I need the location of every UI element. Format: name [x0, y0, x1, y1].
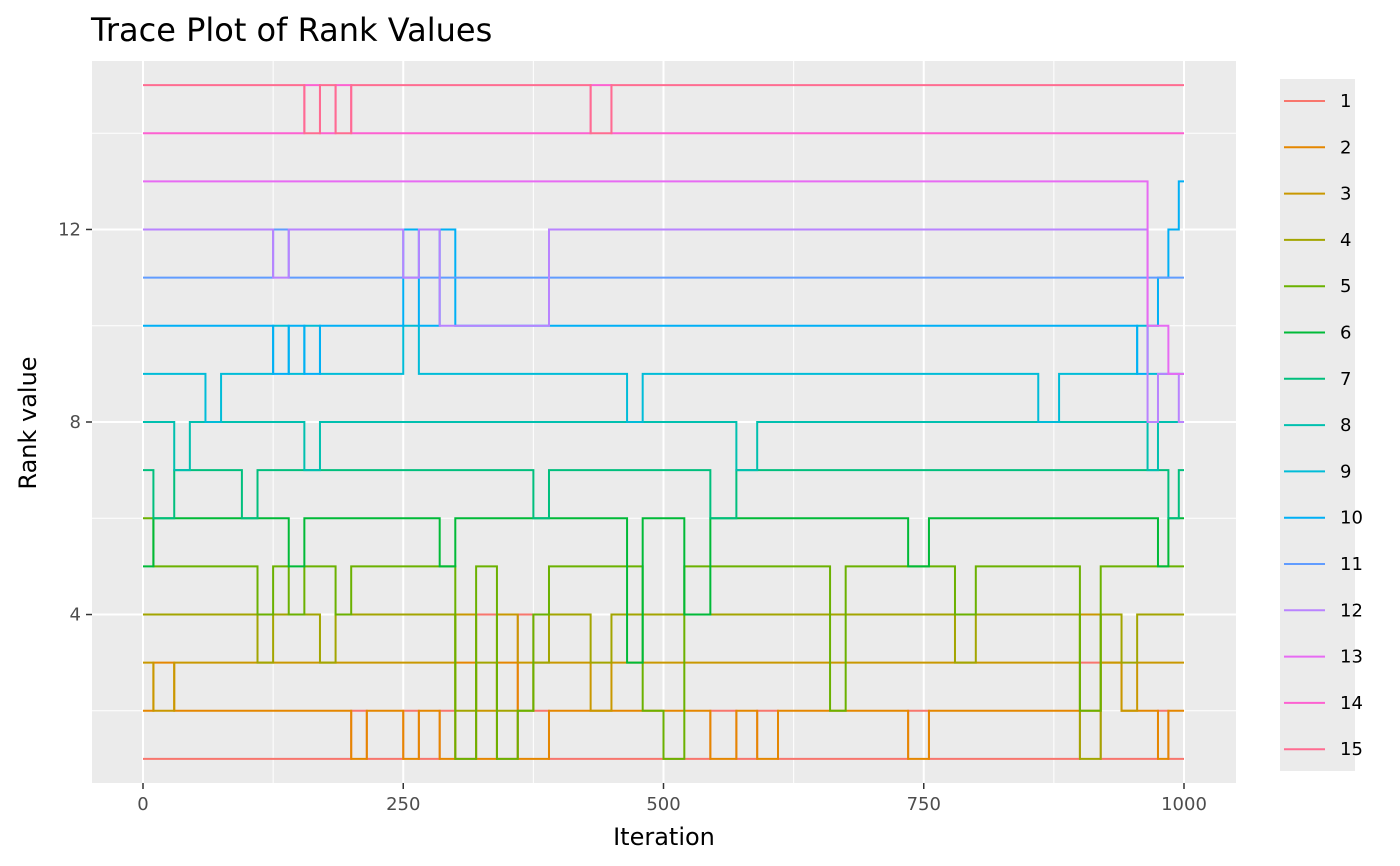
legend-label-10: 10 [1340, 508, 1363, 529]
legend-label-15: 15 [1340, 739, 1363, 760]
legend-label-1: 1 [1340, 91, 1351, 112]
series-line-6 [143, 517, 1184, 664]
legend-label-13: 13 [1340, 647, 1363, 668]
legend-label-4: 4 [1340, 230, 1351, 251]
x-tick-label: 750 [907, 794, 941, 815]
series-lines [143, 84, 1184, 760]
series-line-9 [143, 324, 1184, 423]
legend-label-2: 2 [1340, 137, 1351, 158]
series-line-1 [143, 613, 1184, 760]
series-line-7 [143, 469, 1184, 520]
series-line-13 [143, 180, 1184, 375]
legend-label-5: 5 [1340, 276, 1351, 297]
y-axis-title: Rank value [14, 356, 42, 489]
x-tick-label: 500 [646, 794, 680, 815]
legend-label-7: 7 [1340, 369, 1351, 390]
y-tick-label: 4 [70, 605, 81, 626]
x-axis: 0 250 500 750 1000 [137, 783, 1207, 815]
series-line-4 [143, 613, 1184, 760]
y-tick-label: 12 [58, 219, 81, 240]
legend-label-12: 12 [1340, 600, 1363, 621]
series-line-11 [143, 228, 1184, 279]
legend-label-14: 14 [1340, 693, 1363, 714]
y-axis: 4 8 12 [58, 219, 92, 626]
x-tick-label: 0 [137, 794, 148, 815]
series-line-10 [143, 180, 1184, 375]
legend-label-6: 6 [1340, 323, 1351, 344]
series-line-15 [143, 84, 1184, 135]
legend-label-3: 3 [1340, 184, 1351, 205]
chart-title: Trace Plot of Rank Values [90, 11, 492, 49]
x-tick-label: 1000 [1161, 794, 1207, 815]
legend-label-9: 9 [1340, 461, 1351, 482]
x-axis-title: Iteration [613, 823, 715, 851]
y-tick-label: 8 [70, 412, 81, 433]
series-line-5 [143, 517, 1184, 760]
legend-label-11: 11 [1340, 554, 1363, 575]
series-line-12 [143, 228, 1184, 423]
legend-label-8: 8 [1340, 415, 1351, 436]
x-tick-label: 250 [386, 794, 420, 815]
